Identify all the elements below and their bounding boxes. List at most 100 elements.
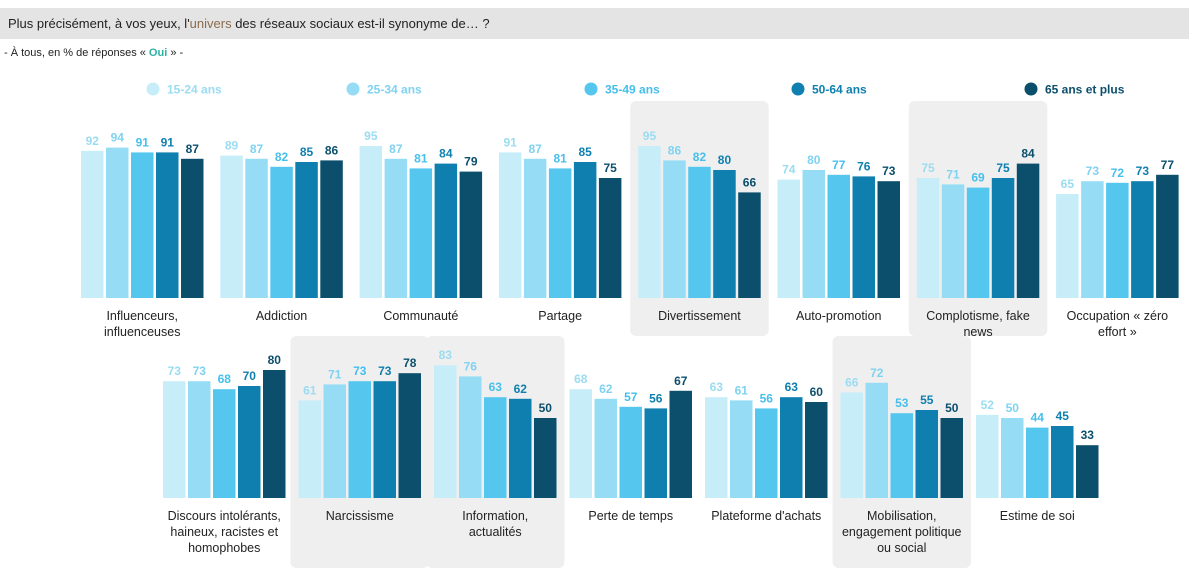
category-label: Plateforme d'achats <box>711 509 821 523</box>
data-label: 91 <box>503 135 517 149</box>
category-label: Communauté <box>383 309 458 323</box>
question-text-start: Plus précisément, à vos yeux, l' <box>8 16 190 31</box>
data-label: 91 <box>136 135 150 149</box>
data-label: 77 <box>832 158 846 172</box>
bar <box>802 170 825 298</box>
data-label: 80 <box>718 153 732 167</box>
bar <box>1076 445 1099 498</box>
data-label: 61 <box>303 383 317 397</box>
bar <box>991 178 1015 298</box>
bar <box>1051 426 1074 498</box>
bar <box>156 152 179 298</box>
bar <box>780 397 803 498</box>
data-label: 85 <box>578 145 592 159</box>
data-label: 87 <box>528 142 542 156</box>
data-label: 44 <box>1031 411 1045 425</box>
data-label: 85 <box>300 145 314 159</box>
data-label: 66 <box>743 175 757 189</box>
bar <box>1106 182 1129 298</box>
subtitle-end: » - <box>167 47 184 59</box>
data-label: 65 <box>1061 177 1075 191</box>
bar <box>263 370 286 498</box>
legend-marker <box>584 82 598 96</box>
bar <box>569 389 592 498</box>
data-label: 57 <box>624 390 638 404</box>
data-label: 76 <box>857 159 871 173</box>
category-label: Estime de soi <box>1000 509 1075 523</box>
data-label: 55 <box>920 393 934 407</box>
data-label: 75 <box>921 161 935 175</box>
bar <box>323 384 346 498</box>
data-label: 69 <box>971 171 985 185</box>
legend-marker <box>146 82 160 96</box>
data-label: 75 <box>603 161 617 175</box>
bar <box>213 389 236 498</box>
bar <box>498 152 522 298</box>
bar <box>81 150 104 298</box>
category-label: engagement politique <box>842 525 962 539</box>
question-text: Plus précisément, à vos yeux, l'univers … <box>8 16 490 31</box>
bar <box>1056 194 1079 298</box>
data-label: 86 <box>325 143 339 157</box>
data-label: 73 <box>1136 164 1150 178</box>
bar <box>976 414 999 498</box>
question-text-end: des réseaux sociaux est-il synonyme de… … <box>231 16 490 31</box>
bar <box>409 168 433 298</box>
category-label: Perte de temps <box>588 509 673 523</box>
question-highlight: univers <box>189 16 232 31</box>
bar <box>238 386 261 498</box>
bar <box>865 382 888 498</box>
bar <box>669 390 692 498</box>
category-label: ou social <box>877 541 926 555</box>
data-label: 53 <box>895 396 909 410</box>
data-label: 89 <box>225 139 239 153</box>
bar <box>755 408 778 498</box>
data-label: 66 <box>845 375 859 389</box>
bar <box>915 410 938 498</box>
data-label: 61 <box>735 383 749 397</box>
bar <box>1156 174 1179 298</box>
data-label: 56 <box>760 391 774 405</box>
data-label: 83 <box>439 348 453 362</box>
bar <box>509 398 532 498</box>
data-label: 72 <box>870 366 884 380</box>
data-label: 62 <box>514 382 528 396</box>
bar <box>295 162 318 298</box>
category-label: Complotisme, fake <box>926 309 1030 323</box>
data-label: 81 <box>553 151 567 165</box>
bar <box>320 160 343 298</box>
question-bar: Plus précisément, à vos yeux, l'univers … <box>0 8 1189 39</box>
bar <box>298 400 321 498</box>
data-label: 71 <box>946 167 960 181</box>
data-label: 73 <box>193 364 207 378</box>
bar <box>877 181 900 298</box>
data-label: 78 <box>403 356 417 370</box>
bar <box>373 381 396 498</box>
bar <box>730 400 753 498</box>
data-label: 71 <box>328 367 342 381</box>
data-label: 79 <box>464 155 478 169</box>
data-label: 73 <box>882 164 896 178</box>
data-label: 62 <box>599 382 613 396</box>
bar <box>1131 181 1154 298</box>
bar <box>459 376 482 498</box>
bar <box>738 192 761 298</box>
bar <box>348 381 371 498</box>
category-label: Discours intolérants, <box>168 509 281 523</box>
bar <box>534 418 557 498</box>
bar <box>434 163 458 298</box>
bar <box>245 158 268 298</box>
data-label: 56 <box>649 391 663 405</box>
bar <box>594 398 617 498</box>
bar <box>644 408 667 498</box>
legend-label: 25-34 ans <box>367 83 422 97</box>
data-label: 87 <box>250 142 264 156</box>
category-label: Addiction <box>256 309 307 323</box>
bar <box>548 168 572 298</box>
bar <box>688 166 711 298</box>
category-label: Divertissement <box>658 309 741 323</box>
data-label: 33 <box>1081 428 1095 442</box>
data-label: 91 <box>161 135 175 149</box>
bar <box>220 155 243 298</box>
